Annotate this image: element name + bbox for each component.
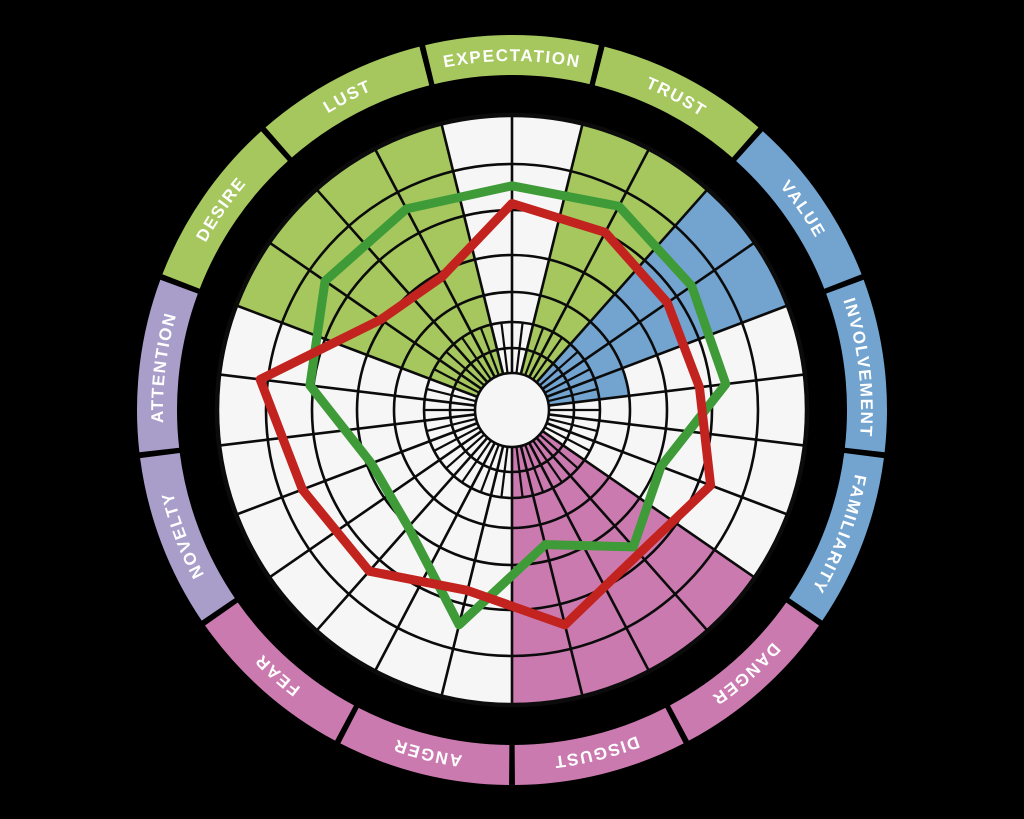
grid-fine-spoke bbox=[479, 444, 500, 493]
sector-fill-layer bbox=[236, 123, 788, 705]
ring-segment-novelty bbox=[140, 452, 235, 621]
grid-spoke bbox=[315, 436, 489, 632]
grid-fine-spoke bbox=[524, 327, 545, 376]
sector-fill-disgust bbox=[512, 445, 583, 705]
grid-spoke bbox=[535, 188, 709, 384]
grid-fine-spoke bbox=[445, 350, 486, 387]
sector-fill-desire bbox=[236, 242, 482, 397]
grid-fine-spoke bbox=[538, 433, 579, 470]
grid-spoke bbox=[440, 445, 505, 697]
grid-fine-spoke bbox=[515, 446, 524, 498]
grid-fine-spoke bbox=[538, 350, 579, 387]
grid-spoke bbox=[519, 445, 584, 697]
grid-spoke bbox=[528, 442, 651, 672]
sector-fill-danger bbox=[529, 437, 708, 672]
grid-spoke bbox=[519, 123, 584, 375]
grid-spoke bbox=[548, 413, 806, 447]
grid-spoke bbox=[373, 148, 496, 378]
sector-fill-value bbox=[542, 242, 788, 397]
ring-segment-familiarity bbox=[789, 452, 884, 621]
ring-segment-danger bbox=[670, 602, 819, 741]
grid-spoke bbox=[268, 241, 483, 391]
ring-segment-expectation bbox=[425, 34, 599, 85]
grid-fine-spoke bbox=[515, 322, 524, 374]
grid-fine-spoke bbox=[547, 417, 598, 433]
grid-spoke bbox=[268, 429, 483, 579]
grid-fine-spoke bbox=[544, 368, 591, 394]
grid-spoke bbox=[315, 188, 489, 384]
sector-fill-lust bbox=[316, 148, 495, 383]
ring-segment-desire bbox=[162, 131, 288, 289]
grid-fine-spoke bbox=[544, 426, 591, 452]
radar-red-line bbox=[255, 199, 716, 630]
ring-segment-attention bbox=[137, 279, 198, 453]
grid-spoke bbox=[235, 421, 478, 516]
grid-fine-spoke bbox=[461, 336, 492, 381]
sector-fill-danger bbox=[536, 431, 755, 631]
grid-spoke bbox=[546, 421, 789, 516]
grid-fine-spoke bbox=[500, 446, 509, 498]
grid-fine-spoke bbox=[426, 417, 477, 433]
ring-segment-involvement bbox=[826, 279, 887, 453]
grid-fine-spoke bbox=[433, 368, 480, 394]
ring-segment-fear bbox=[205, 602, 354, 741]
ring-segment-lust bbox=[265, 46, 430, 158]
grid-spoke bbox=[235, 304, 478, 399]
grid-fine-spoke bbox=[433, 426, 480, 452]
sector-fill-trust bbox=[529, 148, 708, 383]
grid-spoke bbox=[528, 148, 651, 378]
grid-fine-spoke bbox=[532, 439, 563, 484]
grid-spoke bbox=[546, 304, 789, 399]
center-hole bbox=[473, 371, 551, 449]
grid-fine-spoke bbox=[479, 327, 500, 376]
sector-fill-value bbox=[536, 189, 755, 389]
grid-fine-spoke bbox=[445, 433, 486, 470]
radar-green-line bbox=[305, 181, 731, 630]
radar-series-layer bbox=[255, 181, 731, 630]
ring-segment-disgust bbox=[514, 707, 684, 785]
grid-fine-spoke bbox=[524, 444, 545, 493]
grid-spoke bbox=[541, 241, 756, 391]
outer-ring-layer bbox=[137, 34, 887, 785]
ring-segment-trust bbox=[594, 46, 759, 158]
ring-segment-anger bbox=[340, 707, 510, 785]
grid-fine-spoke bbox=[547, 387, 598, 403]
ring-segment-value bbox=[736, 131, 862, 289]
grid-spoke bbox=[373, 442, 496, 672]
sector-fill-desire bbox=[269, 189, 488, 389]
grid-fine-spoke bbox=[532, 336, 563, 381]
grid-fine-spoke bbox=[461, 439, 492, 484]
grid-spoke bbox=[548, 373, 806, 407]
grid-fine-spoke bbox=[426, 387, 477, 403]
grid-spoke bbox=[535, 436, 709, 632]
grid-fine-spoke bbox=[500, 322, 509, 374]
